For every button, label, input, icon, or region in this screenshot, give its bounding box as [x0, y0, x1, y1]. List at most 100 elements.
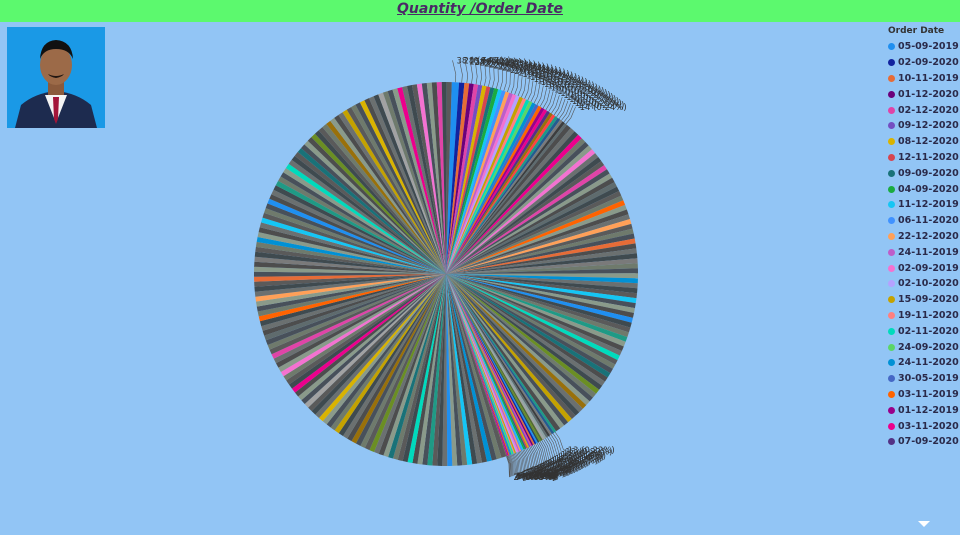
pie-slice[interactable] [257, 274, 446, 317]
legend-item[interactable]: 02-10-2020 [884, 276, 960, 292]
pie-slice[interactable] [446, 214, 630, 274]
pie-slice[interactable] [446, 123, 567, 275]
pie-slice[interactable] [446, 191, 622, 274]
pie-slice[interactable] [446, 274, 527, 450]
pie-slice[interactable] [342, 274, 446, 439]
pie-slice[interactable] [446, 116, 558, 274]
pie-slice[interactable] [262, 212, 446, 274]
pie-slice[interactable] [402, 86, 446, 274]
legend-scroll-down-icon[interactable] [918, 521, 930, 527]
pie-slice[interactable] [392, 88, 446, 274]
pie-slice[interactable] [446, 119, 563, 274]
pie-slice[interactable] [446, 274, 530, 448]
pie-slice[interactable] [446, 102, 536, 274]
pie-slice[interactable] [318, 127, 446, 274]
pie-slice[interactable] [397, 274, 446, 462]
pie-slice[interactable] [254, 274, 446, 282]
pie-slice[interactable] [446, 274, 613, 374]
pie-slice[interactable] [446, 274, 453, 466]
pie-slice[interactable] [412, 274, 446, 464]
pie-slice[interactable] [446, 195, 624, 274]
pie-slice[interactable] [446, 223, 633, 274]
pie-slice[interactable] [378, 274, 446, 456]
pie-slice[interactable] [291, 274, 446, 393]
pie-slice[interactable] [330, 274, 446, 431]
legend-item[interactable]: 12-11-2020 [884, 150, 960, 166]
pie-slice[interactable] [446, 274, 629, 338]
pie-slice[interactable] [267, 274, 446, 350]
pie-slice[interactable] [308, 274, 446, 412]
pie-slice[interactable] [446, 274, 572, 423]
pie-slice[interactable] [334, 274, 446, 434]
pie-slice[interactable] [446, 85, 487, 274]
pie-slice[interactable] [446, 94, 517, 274]
pie-slice[interactable] [446, 274, 535, 446]
pie-slice[interactable] [314, 130, 446, 274]
pie-slice[interactable] [278, 274, 446, 372]
pie-slice[interactable] [446, 274, 540, 443]
legend-item[interactable]: 01-12-2019 [884, 402, 960, 418]
pie-slice[interactable] [446, 134, 582, 274]
legend-item[interactable]: 24-11-2020 [884, 355, 960, 371]
legend-item[interactable]: 24-11-2019 [884, 244, 960, 260]
pie-slice[interactable] [446, 274, 590, 406]
pie-slice[interactable] [373, 94, 446, 274]
pie-slice[interactable] [254, 261, 446, 274]
legend-item[interactable]: 19-11-2020 [884, 308, 960, 324]
pie-slice[interactable] [446, 104, 539, 274]
pie-slice[interactable] [255, 274, 446, 302]
pie-slice[interactable] [254, 251, 446, 274]
pie-slice[interactable] [446, 82, 452, 274]
pie-slice[interactable] [446, 274, 487, 463]
pie-slice[interactable] [416, 83, 446, 274]
pie-slice[interactable] [446, 274, 637, 304]
pie-slice[interactable] [446, 274, 626, 347]
pie-slice[interactable] [407, 274, 446, 464]
pie-slice[interactable] [446, 274, 538, 444]
pie-slice[interactable] [256, 236, 446, 274]
pie-slice[interactable] [446, 88, 499, 275]
pie-slice[interactable] [446, 238, 636, 274]
pie-slice[interactable] [286, 274, 446, 385]
pie-slice[interactable] [446, 274, 638, 289]
pie-slice[interactable] [326, 120, 446, 274]
pie-slice[interactable] [446, 157, 602, 274]
pie-slice[interactable] [446, 98, 527, 275]
pie-slice[interactable] [446, 274, 507, 458]
pie-slice[interactable] [446, 274, 628, 342]
pie-slice[interactable] [446, 274, 513, 455]
pie-slice[interactable] [446, 274, 593, 402]
pie-slice[interactable] [258, 227, 446, 274]
pie-slice[interactable] [273, 185, 447, 274]
legend-item[interactable]: 03-11-2019 [884, 387, 960, 403]
pie-slice[interactable] [446, 274, 638, 299]
pie-slice[interactable] [446, 274, 532, 447]
legend-item[interactable]: 24-09-2020 [884, 339, 960, 355]
pie-slice[interactable] [446, 274, 622, 356]
pie-slice[interactable] [338, 274, 446, 436]
pie-slice[interactable] [446, 274, 519, 453]
pie-slice[interactable] [446, 274, 537, 445]
pie-slice[interactable] [446, 182, 617, 274]
pie-slice[interactable] [315, 274, 446, 418]
pie-slice[interactable] [256, 274, 446, 312]
pie-slice[interactable] [254, 274, 446, 292]
pie-slice[interactable] [437, 274, 446, 466]
pie-slice[interactable] [294, 274, 446, 397]
pie-slice[interactable] [271, 274, 446, 359]
pie-slice[interactable] [291, 155, 446, 274]
pie-slice[interactable] [326, 274, 446, 428]
pie-slice[interactable] [318, 274, 446, 422]
pie-slice[interactable] [446, 110, 550, 274]
pie-slice[interactable] [359, 100, 446, 274]
pie-slice[interactable] [269, 194, 446, 274]
pie-slice[interactable] [254, 274, 446, 287]
legend-item[interactable]: 02-11-2020 [884, 323, 960, 339]
pie-slice[interactable] [378, 92, 446, 275]
pie-slice[interactable] [446, 274, 468, 466]
pie-slice[interactable] [267, 198, 446, 274]
pie-slice[interactable] [264, 208, 446, 274]
pie-slice[interactable] [446, 274, 514, 455]
pie-slice[interactable] [421, 82, 446, 275]
pie-slice[interactable] [446, 274, 600, 394]
